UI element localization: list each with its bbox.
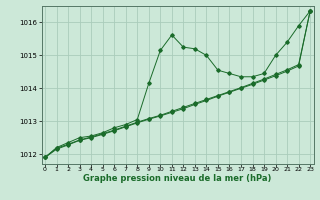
X-axis label: Graphe pression niveau de la mer (hPa): Graphe pression niveau de la mer (hPa) xyxy=(84,174,272,183)
